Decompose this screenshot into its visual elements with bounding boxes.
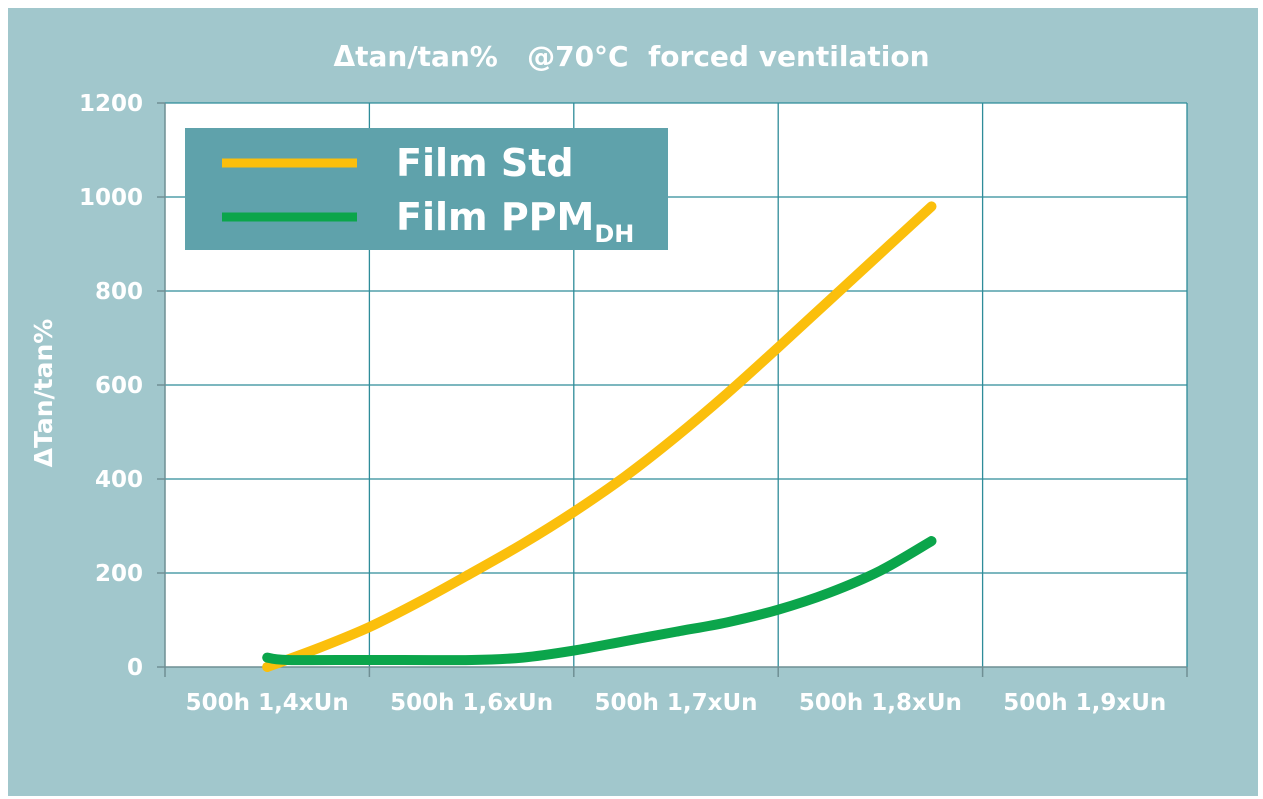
x-tick-label: 500h 1,8xUn (799, 690, 962, 716)
x-tick-label: 500h 1,6xUn (390, 690, 553, 716)
series-line-2 (262, 536, 937, 666)
series-lines (262, 201, 937, 672)
y-tick-label: 800 (95, 279, 143, 305)
y-tick-label: 400 (95, 467, 143, 493)
legend-box (185, 128, 668, 250)
y-axis-title: ΔTan/tan% (29, 319, 58, 468)
axes: 0 200 400 600 800 1000 1200 500h 1,4xUn 500h 1,6… (79, 91, 1188, 716)
y-tick-label: 600 (95, 373, 143, 399)
y-tick-label: 1000 (79, 185, 143, 211)
y-tick-label: 1200 (79, 91, 143, 117)
chart-title: Δtan/tan% @70°C forced ventilation (333, 40, 930, 73)
x-tick-label: 500h 1,7xUn (594, 690, 757, 716)
grid (165, 102, 1188, 667)
x-tick-label: 500h 1,9xUn (1003, 690, 1166, 716)
series-line-1 (262, 201, 937, 672)
legend-label-subscript: DH (594, 220, 634, 248)
x-tick-label: 500h 1,4xUn (186, 690, 349, 716)
y-tick-label: 200 (95, 561, 143, 587)
y-tick-label: 0 (127, 655, 143, 681)
legend-label-1: Film Std (396, 141, 574, 185)
